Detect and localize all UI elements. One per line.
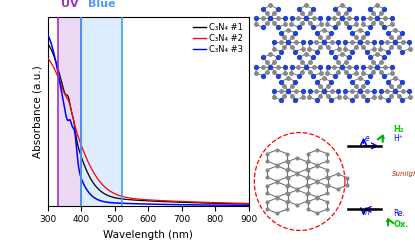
- X-axis label: Wavelength (nm): Wavelength (nm): [103, 230, 193, 240]
- Text: UV: UV: [61, 0, 78, 9]
- Bar: [58, 0, 81, 206]
- Legend: C₃N₄ #1, C₃N₄ #2, C₃N₄ #3: C₃N₄ #1, C₃N₄ #2, C₃N₄ #3: [190, 19, 247, 57]
- Bar: [81, 0, 122, 206]
- Text: Ox.: Ox.: [393, 220, 409, 229]
- Text: e: e: [364, 134, 369, 144]
- Text: Blue: Blue: [88, 0, 115, 9]
- Y-axis label: Absorbance (a.u.): Absorbance (a.u.): [32, 65, 42, 158]
- Text: H₂: H₂: [393, 125, 404, 134]
- Text: h: h: [364, 208, 369, 217]
- Text: H⁺: H⁺: [393, 134, 403, 143]
- Text: Sunlight: Sunlight: [392, 171, 415, 177]
- Text: Re.: Re.: [393, 209, 405, 218]
